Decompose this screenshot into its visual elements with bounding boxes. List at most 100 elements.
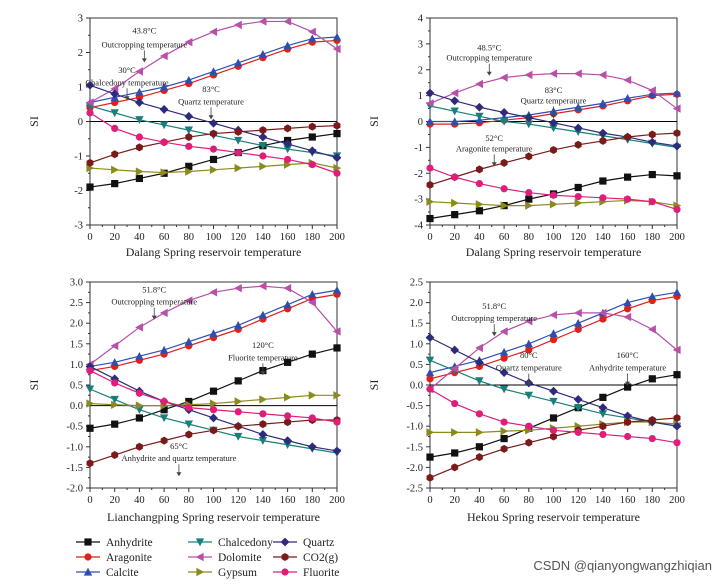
data-point-calcite: [450, 117, 459, 126]
annotation-text: 65°C: [170, 441, 188, 451]
y-tick-label: -2.0: [66, 484, 83, 495]
data-point-fluorite: [135, 389, 143, 397]
legend-label: CO2(g): [303, 552, 338, 564]
data-point-co2-g: [86, 158, 94, 167]
data-point-chalcedony: [184, 126, 193, 135]
data-point-fluorite: [549, 191, 558, 199]
data-point-dolomite: [475, 343, 483, 353]
y-tick-label: -2.0: [406, 463, 423, 474]
data-point-fluorite: [500, 185, 508, 193]
data-point-dolomite: [110, 341, 119, 351]
annotation-text: 83°C: [202, 84, 220, 94]
data-point-anhydrite: [111, 180, 119, 188]
data-point-quartz: [549, 386, 558, 396]
data-point-gypsum: [284, 393, 292, 402]
data-point-gypsum: [86, 163, 95, 173]
data-point-fluorite: [86, 109, 94, 117]
data-point-dolomite: [450, 364, 459, 373]
data-point-fluorite: [284, 412, 292, 420]
legend-label: Fluorite: [303, 567, 339, 579]
y-tick-label: -2: [74, 186, 83, 197]
y-tick-label: 2.5: [410, 278, 423, 289]
annotation-text: Quartz temperature: [521, 95, 587, 105]
data-point-calcite: [672, 88, 682, 97]
panel-dalang-left: -3 -2 -1 0 1 2 3 0 20 40 60 80 100 120 140 160 180 200 Dal…: [27, 14, 345, 260]
data-point-anhydrite: [475, 207, 483, 215]
data-point-fluorite: [648, 434, 656, 443]
annotation-text: Outcropping temperature: [101, 39, 187, 49]
data-point-co2-g: [333, 121, 341, 130]
legend-item-calcite: Calcite: [76, 567, 139, 579]
data-point-fluorite: [111, 379, 119, 387]
legend-marker: [195, 552, 204, 562]
data-point-quartz: [332, 153, 342, 163]
data-point-dolomite: [258, 17, 267, 26]
data-point-fluorite: [648, 198, 656, 206]
data-point-calcite: [648, 292, 657, 301]
data-point-dolomite: [623, 75, 632, 85]
data-point-gypsum: [426, 428, 435, 437]
y-tick-label: 1: [418, 91, 423, 102]
data-point-co2-g: [475, 453, 483, 462]
legend-item-fluorite: Fluorite: [273, 567, 339, 579]
y-tick-label: -2.5: [406, 484, 423, 495]
data-point-anhydrite: [234, 377, 242, 385]
data-point-chalcedony: [110, 395, 119, 404]
y-tick-label: 3: [78, 14, 83, 25]
y-tick-label: 2.5: [70, 298, 83, 309]
data-point-quartz: [307, 146, 317, 156]
data-point-chalcedony: [499, 385, 509, 394]
data-point-chalcedony: [549, 124, 558, 133]
data-point-gypsum: [308, 391, 317, 400]
data-point-fluorite: [475, 180, 483, 188]
data-point-quartz: [283, 139, 292, 149]
data-point-fluorite: [259, 410, 267, 418]
legend-label: Dolomite: [218, 552, 261, 564]
data-point-gypsum: [475, 200, 484, 209]
data-point-calcite: [135, 351, 144, 360]
x-tick-label: 140: [255, 232, 271, 243]
legend-marker: [280, 537, 290, 547]
data-point-calcite: [159, 82, 169, 91]
data-point-fluorite: [599, 430, 607, 439]
data-point-dolomite: [85, 98, 94, 107]
legend-item-gypsum: Gypsum: [188, 567, 257, 579]
legend-item-co2-g: CO2(g): [273, 552, 338, 564]
annotation-text: Fluorite temperature: [228, 352, 298, 362]
data-point-calcite: [209, 67, 218, 76]
x-tick-label: 60: [159, 232, 170, 243]
data-point-co2-g: [210, 426, 217, 435]
legend-marker: [84, 538, 92, 546]
data-point-fluorite: [599, 194, 607, 202]
data-point-quartz: [598, 128, 608, 138]
annotation-arrowhead: [176, 472, 182, 477]
legend-item-dolomite: Dolomite: [188, 552, 261, 564]
x-tick-label: 120: [570, 232, 586, 243]
data-point-anhydrite: [185, 162, 193, 170]
data-point-aragonite: [574, 325, 582, 333]
data-point-dolomite: [135, 67, 143, 76]
data-point-chalcedony: [499, 117, 509, 126]
data-point-calcite: [672, 288, 682, 296]
data-point-dolomite: [574, 308, 582, 318]
x-tick-label: 180: [304, 232, 320, 243]
data-point-dolomite: [425, 99, 434, 108]
data-point-co2-g: [648, 416, 656, 425]
data-point-gypsum: [451, 428, 459, 437]
data-point-fluorite: [451, 173, 459, 181]
annotation-text: 83°C: [545, 85, 563, 95]
x-tick-label: 160: [620, 495, 636, 506]
data-point-calcite: [574, 319, 583, 327]
data-point-calcite: [648, 90, 657, 98]
data-point-fluorite: [185, 404, 193, 412]
data-point-chalcedony: [283, 441, 292, 449]
data-point-chalcedony: [85, 385, 95, 394]
x-tick-label: 100: [546, 232, 562, 243]
data-point-co2-g: [525, 438, 533, 447]
annotation-arrowhead: [526, 381, 532, 386]
data-point-quartz: [425, 88, 435, 98]
data-point-quartz: [85, 80, 95, 90]
data-point-dolomite: [524, 70, 533, 80]
data-point-quartz: [499, 108, 509, 117]
data-point-dolomite: [524, 316, 533, 326]
